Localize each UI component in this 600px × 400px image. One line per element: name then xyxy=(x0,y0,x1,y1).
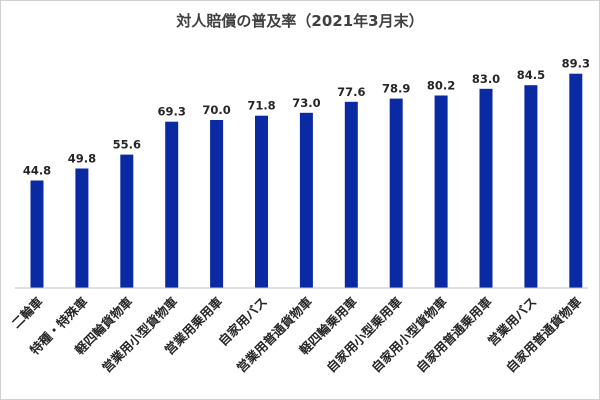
bar-2 xyxy=(75,168,89,288)
bar-4 xyxy=(165,121,179,288)
bar-12 xyxy=(524,85,538,288)
data-label-11: 83.0 xyxy=(472,72,500,86)
bar-8 xyxy=(344,101,358,288)
bar-3 xyxy=(120,154,134,288)
bar-11 xyxy=(479,88,493,288)
data-label-12: 84.5 xyxy=(517,68,545,82)
category-label-10: 自家用小型貨物車 xyxy=(368,294,450,376)
data-label-8: 77.6 xyxy=(337,85,365,99)
category-label-1: 二輪車 xyxy=(8,294,45,331)
bar-6 xyxy=(255,115,268,288)
data-label-5: 70.0 xyxy=(202,103,230,117)
data-label-13: 89.3 xyxy=(562,57,590,71)
data-label-4: 69.3 xyxy=(158,105,186,119)
data-labels-group: 44.8 49.8 55.6 69.3 70.0 71.8 73.0 77.6 78.9 80.2… xyxy=(23,57,590,178)
data-label-7: 73.0 xyxy=(292,96,320,110)
chart-title: 対人賠償の普及率（2021年3月末） xyxy=(175,12,423,30)
bar-13 xyxy=(569,73,583,288)
bar-5 xyxy=(210,120,224,288)
category-label-11: 自家用普通乗用車 xyxy=(413,294,495,376)
category-labels-group: 二輪車特種・特殊車軽四輪貨物車営業用小型貨物車営業用乗用車自家用バス営業用普通貨… xyxy=(8,294,584,376)
category-label-4: 営業用小型貨物車 xyxy=(99,294,181,376)
data-label-3: 55.6 xyxy=(113,138,141,152)
bar-10 xyxy=(434,95,448,288)
bar-1 xyxy=(30,180,44,288)
category-label-13: 自家用普通貨物車 xyxy=(503,294,585,376)
bar-9 xyxy=(389,98,403,288)
data-label-2: 49.8 xyxy=(68,152,96,166)
category-label-9: 自家用小型乗用車 xyxy=(323,294,405,376)
data-label-9: 78.9 xyxy=(382,82,410,96)
data-label-10: 80.2 xyxy=(427,79,455,93)
bar-7 xyxy=(299,112,313,288)
data-label-1: 44.8 xyxy=(23,164,51,178)
data-label-6: 71.8 xyxy=(247,99,275,113)
category-label-7: 営業用普通貨物車 xyxy=(234,294,316,376)
bars-group xyxy=(30,73,583,288)
